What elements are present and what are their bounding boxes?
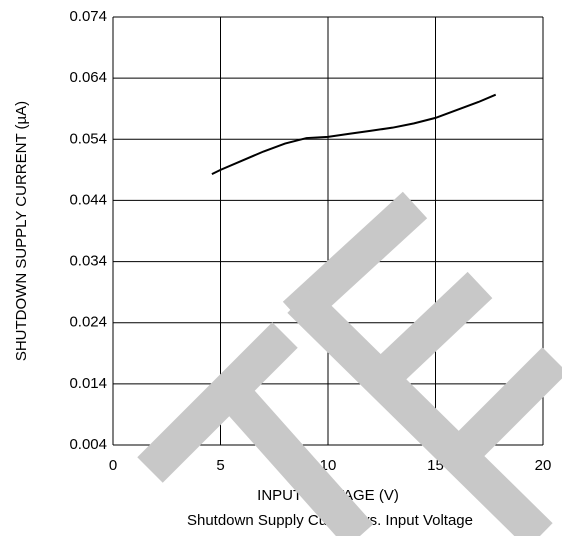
y-tick-label: 0.014	[69, 375, 107, 392]
watermark	[457, 347, 562, 458]
x-tick-label: 0	[109, 457, 117, 474]
y-tick-label: 0.034	[69, 253, 107, 270]
data-line	[211, 93, 497, 176]
y-tick-label: 0.074	[69, 8, 107, 25]
x-tick-label: 5	[216, 457, 224, 474]
watermark	[287, 287, 553, 536]
watermark	[216, 378, 374, 536]
y-tick-label: 0.024	[69, 314, 107, 331]
y-tick-label: 0.004	[69, 436, 107, 453]
y-tick-label: 0.054	[69, 130, 107, 147]
watermark	[377, 271, 493, 384]
y-tick-label: 0.064	[69, 69, 107, 86]
y-axis-label: SHUTDOWN SUPPLY CURRENT (µA)	[13, 101, 30, 361]
y-tick-label: 0.044	[69, 191, 107, 208]
x-tick-label: 20	[535, 457, 552, 474]
